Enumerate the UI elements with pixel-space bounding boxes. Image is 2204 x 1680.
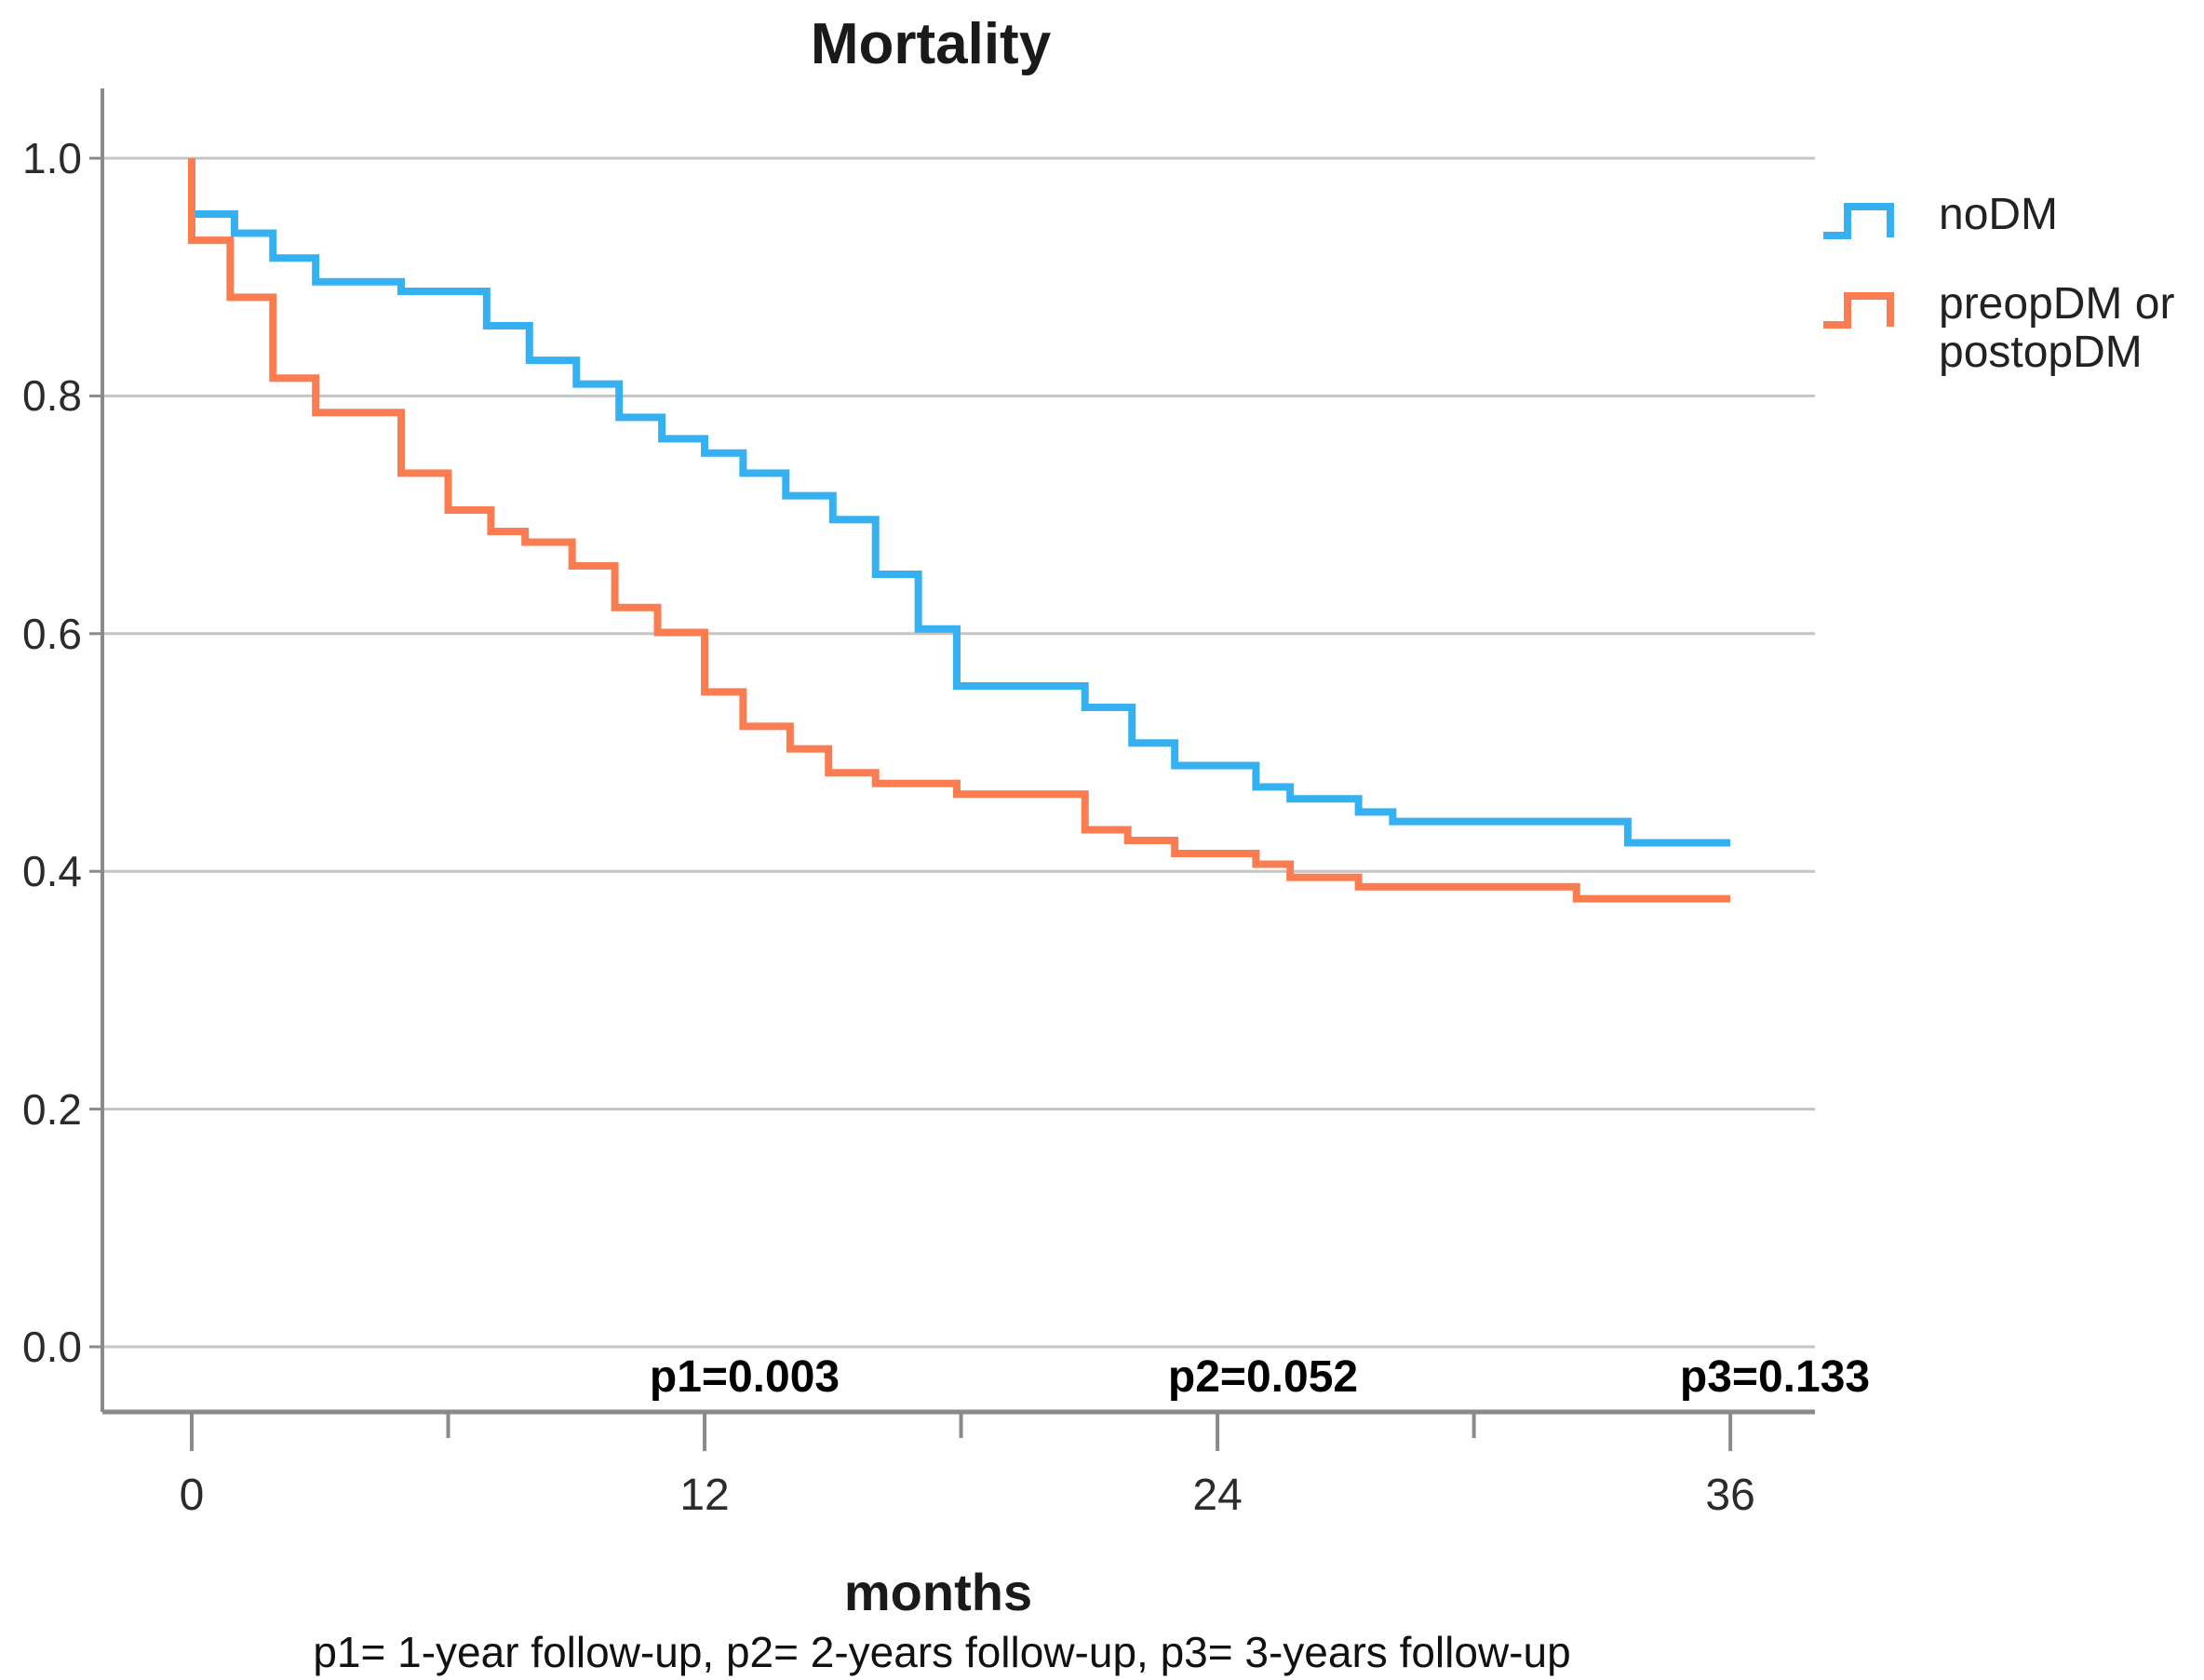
annotation-p3: p3=0.133 [1679, 1352, 1871, 1402]
x-tick-label-36: 36 [1705, 1471, 1755, 1520]
x-tick-label-0: 0 [179, 1471, 205, 1520]
preopDM-or-postopDM-line-icon [1823, 292, 1894, 329]
survival-curve-preopDM-or-postopDM [188, 158, 1731, 903]
y-tick-label-0.4: 0.4 [22, 847, 82, 896]
legend: noDM preopDM or postopDM [1820, 191, 2174, 377]
legend-label-preopDM-or-postopDM: preopDM or postopDM [1939, 279, 2175, 377]
annotation-p1: p1=0.003 [649, 1352, 840, 1402]
legend-label-noDM: noDM [1939, 190, 2059, 239]
y-tick-label-0.6: 0.6 [22, 609, 82, 658]
annotation-p2: p2=0.052 [1167, 1352, 1359, 1402]
x-axis-title: months [843, 1563, 1033, 1621]
x-tick-label-24: 24 [1192, 1471, 1243, 1520]
y-tick-label-1.0: 1.0 [22, 134, 82, 182]
noDM-line-icon [1823, 203, 1894, 239]
legend-entry-preopDM-or-postopDM: preopDM or postopDM [1820, 280, 2174, 377]
y-tick-label-0.8: 0.8 [22, 371, 82, 421]
chart-title: Mortality [810, 12, 1052, 76]
y-tick-label-0.2: 0.2 [22, 1084, 82, 1134]
survival-curve-noDM [188, 158, 1731, 847]
legend-entry-noDM: noDM [1820, 191, 2174, 249]
y-tick-label-0.0: 0.0 [22, 1323, 82, 1371]
x-tick-label-12: 12 [679, 1471, 730, 1520]
footnote: p1= 1-year follow-up, p2= 2-years follow… [313, 1628, 1571, 1676]
